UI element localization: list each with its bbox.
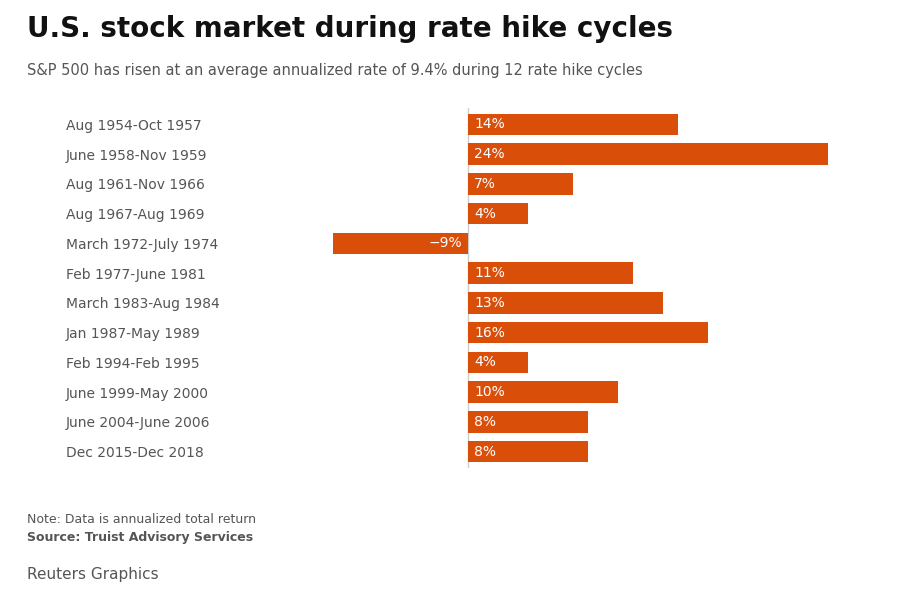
Text: 24%: 24% — [474, 147, 505, 161]
Bar — [468, 411, 588, 433]
Text: 4%: 4% — [474, 355, 496, 370]
Text: 7%: 7% — [474, 177, 496, 191]
Text: 14%: 14% — [474, 118, 505, 131]
Text: 8%: 8% — [474, 445, 496, 458]
Bar — [468, 143, 828, 165]
Text: Note: Data is annualized total return: Note: Data is annualized total return — [27, 513, 256, 526]
Text: Reuters Graphics: Reuters Graphics — [27, 567, 158, 582]
Bar — [468, 382, 618, 403]
Text: S&P 500 has risen at an average annualized rate of 9.4% during 12 rate hike cycl: S&P 500 has risen at an average annualiz… — [27, 63, 643, 78]
Bar — [468, 441, 588, 463]
Text: U.S. stock market during rate hike cycles: U.S. stock market during rate hike cycle… — [27, 15, 673, 43]
Bar — [468, 262, 633, 284]
Text: Source: Truist Advisory Services: Source: Truist Advisory Services — [27, 531, 253, 544]
Bar — [468, 113, 678, 135]
Text: 16%: 16% — [474, 326, 505, 340]
Text: 10%: 10% — [474, 385, 505, 399]
Text: 8%: 8% — [474, 415, 496, 429]
Text: 4%: 4% — [474, 206, 496, 221]
Text: 11%: 11% — [474, 266, 505, 280]
Bar — [468, 203, 528, 224]
Bar — [468, 173, 573, 194]
Bar — [468, 322, 708, 343]
Text: 13%: 13% — [474, 296, 505, 310]
Bar — [468, 352, 528, 373]
Text: −9%: −9% — [428, 236, 462, 250]
Bar — [333, 233, 468, 254]
Bar — [468, 292, 663, 314]
